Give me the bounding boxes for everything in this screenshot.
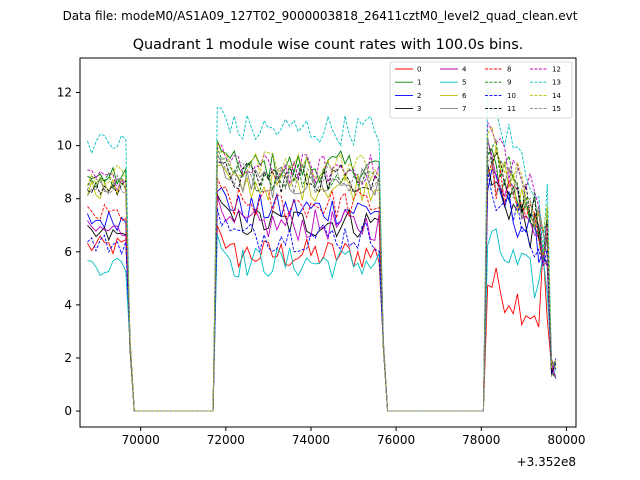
x-tick-label: 80000 (547, 433, 585, 447)
x-tick-label: 76000 (377, 433, 415, 447)
x-tick-label: 70000 (122, 433, 160, 447)
x-tick-label: 72000 (207, 433, 245, 447)
legend-label-3: 3 (417, 105, 421, 113)
legend-label-2: 2 (417, 92, 421, 100)
x-tick-label: 78000 (462, 433, 500, 447)
x-tick-label: 74000 (292, 433, 330, 447)
series-layer (87, 88, 557, 412)
legend-label-11: 11 (507, 105, 516, 113)
y-axis: 0 2 4 6 8 10 12 (57, 86, 80, 418)
y-tick-label: 8 (64, 192, 72, 206)
x-axis: 70000 72000 74000 76000 78000 80000 (122, 427, 586, 447)
legend-label-5: 5 (462, 79, 466, 87)
legend-label-13: 13 (552, 79, 561, 87)
x-offset-label: +3.352e8 (517, 455, 576, 469)
y-tick-label: 4 (64, 298, 72, 312)
legend-label-14: 14 (552, 92, 561, 100)
chart-title: Quadrant 1 module wise count rates with … (133, 37, 524, 53)
y-tick-label: 6 (64, 245, 72, 259)
legend-label-4: 4 (462, 66, 467, 74)
suptitle: Data file: modeM0/AS1A09_127T02_90000038… (63, 9, 578, 23)
y-tick-label: 0 (64, 404, 72, 418)
legend-label-1: 1 (417, 79, 421, 87)
series-line-15 (87, 137, 557, 412)
legend-label-7: 7 (462, 105, 466, 113)
legend-label-12: 12 (552, 66, 561, 74)
legend-label-0: 0 (417, 66, 421, 74)
y-tick-label: 10 (57, 139, 72, 153)
plot-frame (79, 57, 577, 428)
legend-label-6: 6 (462, 92, 467, 100)
legend-box (389, 61, 573, 119)
y-tick-label: 2 (64, 351, 72, 365)
legend-label-10: 10 (507, 92, 516, 100)
legend-label-15: 15 (552, 105, 561, 113)
y-tick-label: 12 (57, 86, 72, 100)
legend-label-8: 8 (507, 66, 511, 74)
legend-label-9: 9 (507, 79, 511, 87)
